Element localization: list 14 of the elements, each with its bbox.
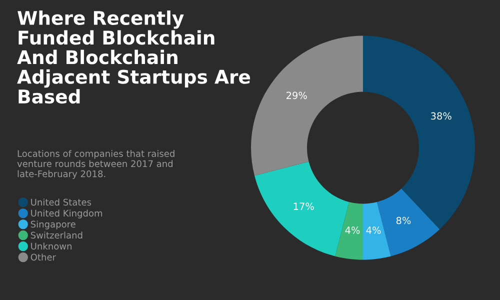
legend-label: Unknown: [31, 242, 72, 250]
text: Where Recently Funded Blockchain And Blockchain Adjacent Startups Are Based: [17, 10, 250, 104]
data-label: 4%: [366, 226, 381, 234]
legend-label: United Kingdom: [31, 210, 102, 218]
data-label: 29%: [286, 92, 307, 100]
data-label: 8%: [396, 216, 411, 224]
legend-label: Switzerland: [30, 232, 82, 239]
legend-label: Singapore: [30, 220, 76, 230]
data-label: 17%: [294, 202, 314, 210]
legend-label: United States: [31, 198, 92, 206]
data-label: 38%: [431, 112, 452, 120]
data-label: 4%: [345, 226, 360, 234]
legend-label: Other: [30, 254, 56, 261]
text: Locations of companies that raised venture rounds between 2017 and late-February 2018.: [17, 150, 174, 179]
